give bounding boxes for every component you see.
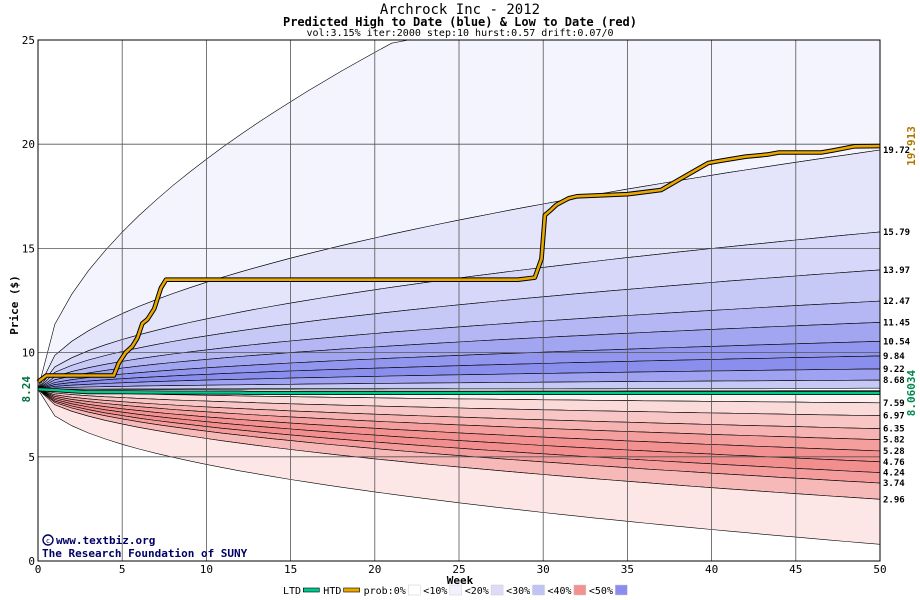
legend-line-1 [343, 587, 360, 593]
chart-params: vol:3.15% iter:2000 step:10 hurst:0.57 d… [306, 28, 614, 39]
x-axis-label: Week [447, 574, 474, 587]
x-tick-35: 35 [621, 563, 634, 576]
y-tick-10: 10 [22, 347, 35, 360]
band-end-label-7: 9.22 [883, 365, 905, 375]
legend-label-4: <20% [465, 586, 489, 597]
chart-title: Archrock Inc - 2012 [379, 2, 541, 18]
ltd-value-label: 8.06034 [905, 369, 918, 416]
band-end-label-4: 11.45 [883, 318, 910, 328]
y-tick-20: 20 [22, 138, 35, 151]
ltd-line [37, 388, 880, 395]
legend-label-2: prob:0% [364, 586, 406, 597]
y-axis-label: Price ($) [8, 275, 21, 335]
credit: c www.textbiz.org The Research Foundatio… [42, 534, 248, 560]
band-end-label-8: 8.68 [883, 376, 905, 386]
x-tick-40: 40 [705, 563, 718, 576]
credit-org: The Research Foundation of SUNY [42, 547, 248, 560]
copyright-icon [42, 534, 54, 546]
legend-swatch-4 [490, 584, 504, 596]
legend-swatch-2 [408, 584, 421, 596]
x-tick-5: 5 [119, 563, 126, 576]
band-end-label-14: 4.76 [883, 458, 905, 468]
y-tick-25: 25 [22, 34, 35, 47]
x-tick-0: 0 [35, 563, 42, 576]
legend-label-0: LTD [283, 586, 301, 597]
band-end-label-17: 2.96 [883, 495, 905, 505]
band-end-label-10: 6.97 [883, 412, 905, 422]
legend-swatch-6 [573, 584, 587, 596]
htd-line [37, 144, 881, 383]
legend-line-0 [302, 587, 320, 593]
copyright-icon-letter: c [46, 537, 50, 545]
band-end-label-2: 13.97 [883, 266, 910, 276]
band-end-label-3: 12.47 [883, 297, 910, 307]
x-tick-50: 50 [873, 563, 886, 576]
band-end-label-6: 9.84 [883, 352, 905, 362]
x-tick-45: 45 [789, 563, 802, 576]
plot-frame [37, 39, 881, 562]
band-end-label-11: 6.35 [883, 425, 905, 435]
axis-labels: 0 5 10 15 20 25 30 35 40 45 5005101520258.2419.721… [20, 34, 918, 576]
y-tick-5: 5 [28, 451, 35, 464]
band-end-label-13: 5.28 [883, 447, 905, 457]
start-price-label: 8.24 [20, 376, 33, 403]
legend-label-7: <50% [589, 586, 613, 597]
series-lines [36, 143, 881, 395]
legend: LTD HTD prob:0% <10% <20% <30% <40% <50% [283, 584, 628, 597]
legend-swatch-7 [615, 584, 628, 596]
x-tick-25: 25 [452, 563, 465, 576]
legend-label-3: <10% [423, 586, 447, 597]
legend-label-1: HTD [323, 586, 341, 597]
legend-swatch-5 [532, 584, 545, 596]
legend-label-5: <30% [506, 586, 530, 597]
legend-swatch-3 [449, 584, 462, 596]
y-tick-0: 0 [28, 555, 35, 568]
chart-subtitle: Predicted High to Date (blue) & Low to D… [282, 15, 637, 29]
credit-site: www.textbiz.org [56, 534, 155, 547]
htd-value-label: 19.913 [905, 126, 918, 166]
x-tick-20: 20 [368, 563, 381, 576]
band-end-label-12: 5.82 [883, 436, 905, 446]
band-end-label-5: 10.54 [883, 337, 911, 347]
band-end-label-16: 3.74 [883, 479, 905, 489]
y-tick-15: 15 [22, 242, 35, 255]
x-tick-10: 10 [200, 563, 213, 576]
x-tick-30: 30 [537, 563, 550, 576]
x-tick-15: 15 [284, 563, 297, 576]
legend-label-6: <40% [548, 586, 572, 597]
band-end-label-15: 4.24 [883, 469, 905, 479]
band-end-label-0: 19.72 [883, 146, 910, 156]
band-end-label-9: 7.59 [883, 399, 905, 409]
band-end-label-1: 15.79 [883, 228, 910, 238]
plot-border [37, 39, 881, 562]
